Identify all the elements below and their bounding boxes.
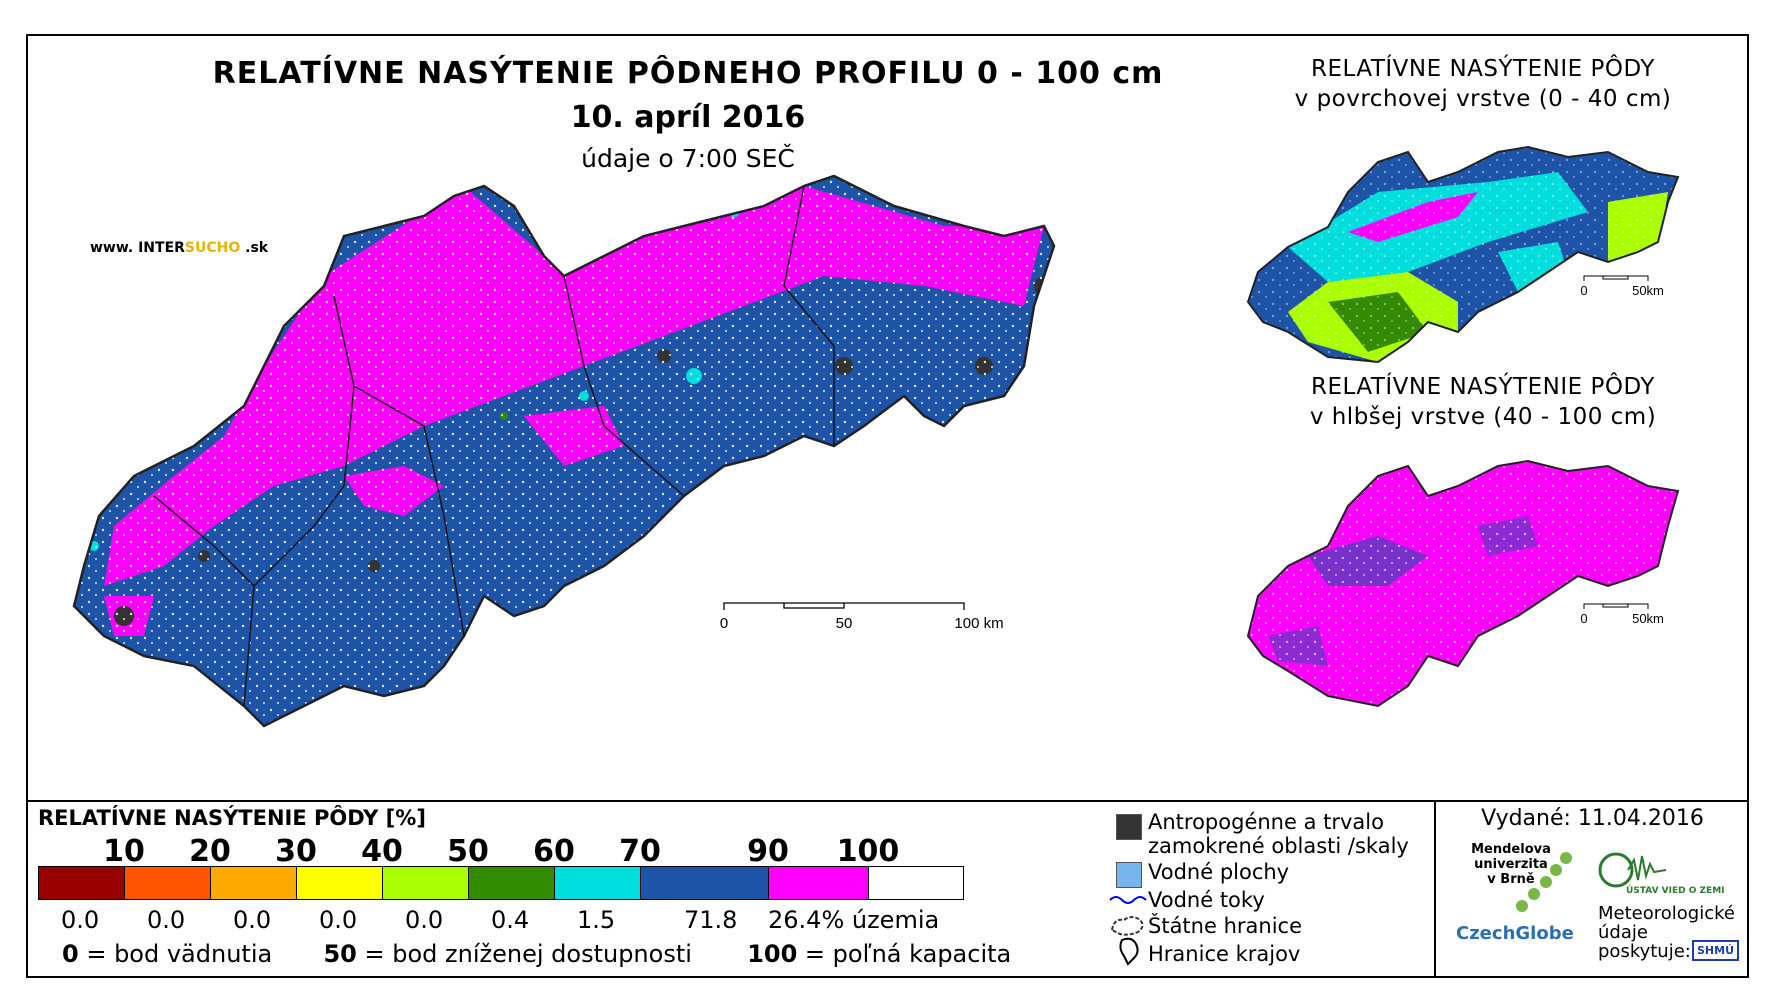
note-100-num: 100	[747, 940, 798, 968]
state-border-icon	[1110, 916, 1144, 936]
inset-top-scale-50: 50km	[1632, 283, 1664, 298]
colorbar-class-8	[641, 867, 769, 899]
colorbar-class-6	[469, 867, 555, 899]
colorbar-tick-label: 70	[619, 834, 661, 869]
colorbar-tick-label: 60	[533, 834, 575, 869]
website-accent: SUCHO	[184, 240, 241, 256]
colorbar	[38, 866, 964, 900]
inset-bottom-title: RELATÍVNE NASÝTENIE PÔDY v hlbšej vrstve…	[1248, 372, 1718, 432]
main-map: 0 50 100 km	[72, 174, 1056, 728]
ustav-logo-icon	[1598, 852, 1667, 888]
colorbar-tick-label: 10	[103, 834, 145, 869]
colorbar-class-5	[383, 867, 469, 899]
inset-bottom-title-line1: RELATÍVNE NASÝTENIE PÔDY	[1311, 374, 1655, 400]
colorbar-tick-label: 40	[361, 834, 403, 869]
colorbar-tick-label: 90	[747, 834, 789, 869]
meteo-label: Meteorologické údaje poskytuje:	[1598, 904, 1735, 961]
map-date: 10. apríl 2016	[570, 100, 806, 135]
colorbar-percent-label: 0.0	[61, 906, 100, 934]
colorbar-tick-label: 20	[189, 834, 231, 869]
mendel-line3: v Brně	[1487, 872, 1535, 887]
meteo-line3: poskytuje:	[1598, 941, 1691, 962]
colorbar-percent-label: 0.4	[491, 906, 530, 934]
inset-top-title: RELATÍVNE NASÝTENIE PÔDY v povrchovej vr…	[1248, 54, 1718, 114]
legend-divider	[28, 800, 1747, 802]
colorbar-tick-label: 30	[275, 834, 317, 869]
mendel-line1: Mendelova	[1471, 842, 1551, 857]
map-title: RELATÍVNE NASÝTENIE PÔDNEHO PROFILU 0 - …	[212, 56, 1164, 91]
map-frame: RELATÍVNE NASÝTENIE PÔDNEHO PROFILU 0 - …	[26, 34, 1749, 978]
colorbar-percent-label: 0.0	[319, 906, 358, 934]
website-prefix: www. INTER	[90, 240, 185, 256]
mendel-line2: univerzita	[1474, 857, 1548, 872]
map-time: údaje o 7:00 SEČ	[581, 144, 795, 173]
region-border-label: Hranice krajov	[1148, 942, 1301, 966]
inset-top-map: 0 50km	[1246, 145, 1680, 364]
inset-top-scale: 0 50km	[1580, 275, 1664, 298]
main-scale-0: 0	[720, 615, 728, 632]
colorbar-class-7	[555, 867, 641, 899]
note-100-text: = poľná kapacita	[797, 940, 1012, 968]
colorbar-percent-label: 71.8	[684, 906, 738, 934]
issued-date: Vydané: 11.04.2016	[1481, 806, 1704, 831]
main-scale-bar: 0 50 100 km	[720, 602, 1004, 632]
note-50-num: 50	[323, 940, 357, 968]
colorbar-class-1	[39, 867, 125, 899]
colorbar-tick-label: 100	[836, 834, 900, 869]
note-50-text: = bod zníženej dostupnosti	[356, 940, 692, 968]
colorbar-class-2	[125, 867, 211, 899]
inset-bottom-scale: 0 50km	[1580, 603, 1664, 626]
colorbar-percent-label: 1.5	[577, 906, 616, 934]
streams-icon	[1109, 896, 1147, 904]
website-logo: www. INTERSUCHO .sk	[90, 240, 268, 256]
inset-bottom-scale-0: 0	[1580, 611, 1587, 626]
colorbar-class-3	[211, 867, 297, 899]
streams-label: Vodné toky	[1148, 888, 1265, 912]
note-0-num: 0	[62, 940, 79, 968]
main-scale-100: 100 km	[954, 615, 1003, 632]
shmu-logo: SHMÚ	[1692, 940, 1740, 961]
inset-bottom-scale-50: 50km	[1632, 611, 1664, 626]
anthropogenic-line2: zamokrené oblasti /skaly	[1148, 834, 1409, 858]
czechglobe-logo: CzechGlobe	[1456, 923, 1574, 944]
colorbar-percent-label: 0.0	[147, 906, 186, 934]
legend-title: RELATÍVNE NASÝTENIE PÔDY [%]	[38, 806, 426, 830]
colorbar-class-9	[769, 867, 869, 899]
region-border-icon	[1119, 937, 1139, 966]
mendel-logo: Mendelova univerzita v Brně	[1466, 842, 1556, 887]
anthropogenic-swatch	[1116, 814, 1142, 840]
note-0-text: = bod vädnutia	[78, 940, 273, 968]
inset-top-title-line1: RELATÍVNE NASÝTENIE PÔDY	[1311, 56, 1655, 82]
state-border-label: Štátne hranice	[1148, 914, 1302, 938]
water-areas-swatch	[1116, 862, 1142, 888]
meteo-line2: údaje	[1598, 922, 1648, 943]
anthropogenic-line1: Antropogénne a trvalo	[1148, 810, 1384, 834]
colorbar-tick-label: 50	[447, 834, 489, 869]
credits-divider	[1434, 800, 1436, 976]
anthropogenic-label: Antropogénne a trvalo zamokrené oblasti …	[1148, 810, 1409, 858]
inset-top-scale-0: 0	[1580, 283, 1587, 298]
website-suffix: .sk	[240, 240, 269, 256]
water-areas-label: Vodné plochy	[1148, 860, 1290, 884]
mendel-dots-icon	[1516, 852, 1572, 912]
inset-bottom-title-line2: v hlbšej vrstve (40 - 100 cm)	[1309, 404, 1657, 430]
colorbar-percent-label: 26.4% územia	[768, 906, 940, 934]
meteo-line1: Meteorologické	[1598, 903, 1735, 924]
colorbar-percent-label: 0.0	[233, 906, 272, 934]
colorbar-percent-label: 0.0	[405, 906, 444, 934]
legend-notes: 0 = bod vädnutia 50 = bod zníženej dostu…	[62, 940, 1011, 968]
colorbar-class-4	[297, 867, 383, 899]
inset-bottom-map: 0 50km	[1246, 459, 1680, 708]
inset-top-title-line2: v povrchovej vrstve (0 - 40 cm)	[1294, 86, 1672, 112]
ustav-label: ÚSTAV VIED O ZEMI	[1626, 886, 1725, 896]
main-scale-50: 50	[836, 615, 853, 632]
